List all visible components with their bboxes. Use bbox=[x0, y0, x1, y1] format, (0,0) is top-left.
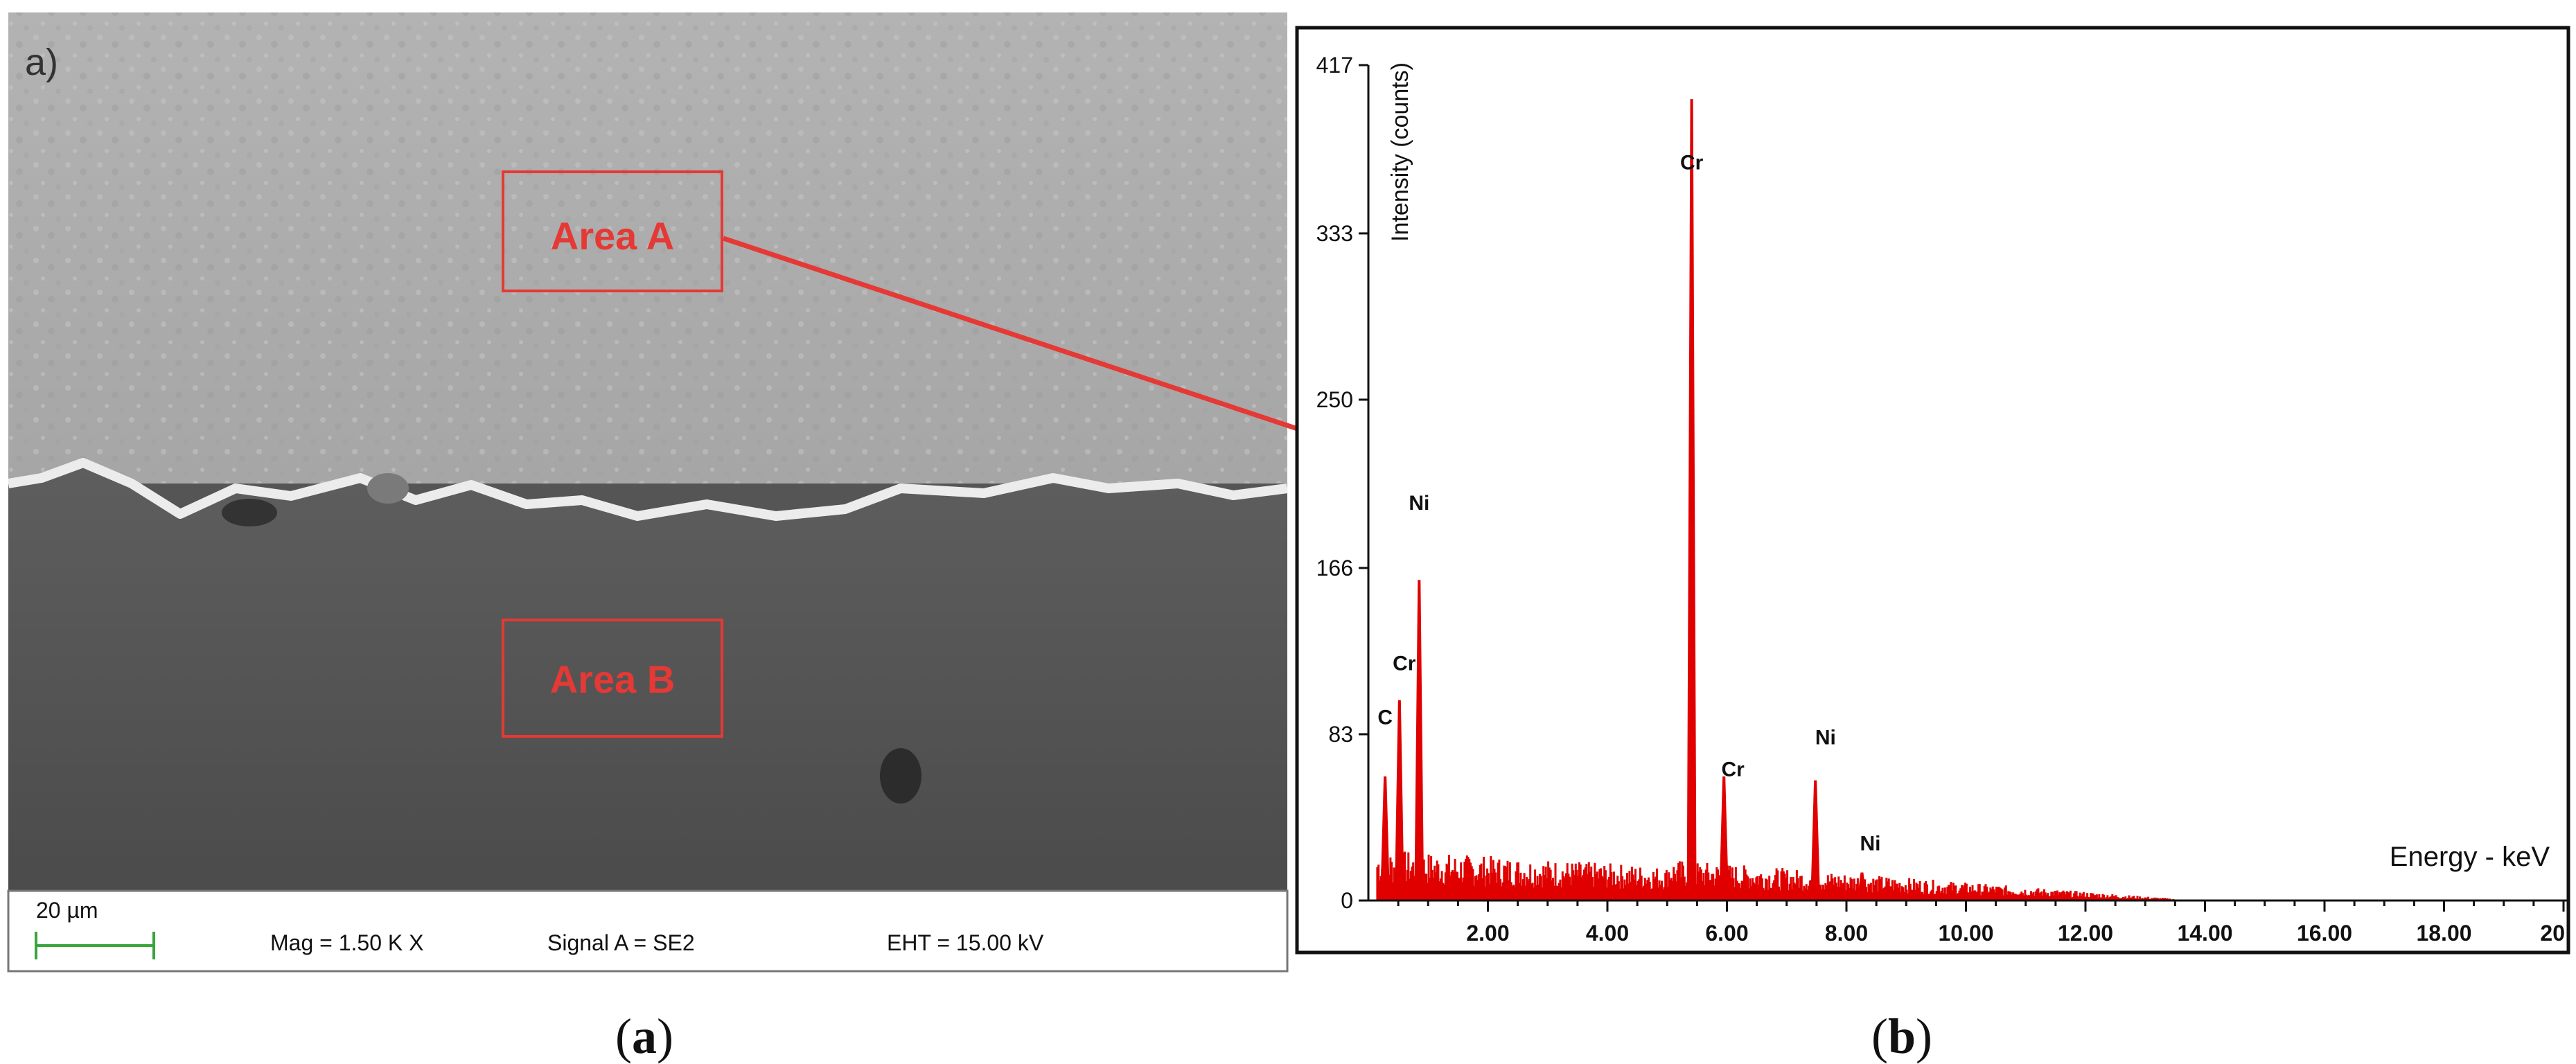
mag-readout: Mag = 1.50 K X bbox=[270, 930, 423, 955]
peak-label: Cr bbox=[1680, 151, 1704, 174]
y-tick-label: 166 bbox=[1316, 556, 1353, 580]
x-tick-label: 18.00 bbox=[2416, 921, 2471, 946]
y-tick-label: 250 bbox=[1316, 387, 1353, 412]
peak-labels: C Cr Ni Cr Cr Ni Ni bbox=[1377, 151, 1880, 855]
peak-label: Cr bbox=[1721, 759, 1745, 781]
spectrum-peak bbox=[1857, 872, 1867, 901]
y-tick-label: 333 bbox=[1316, 221, 1353, 246]
peak-label: Ni bbox=[1860, 833, 1881, 855]
x-tick-label: 16.00 bbox=[2297, 921, 2352, 946]
caption-b-letter: b bbox=[1888, 1009, 1916, 1064]
x-tick-label: 20 bbox=[2540, 921, 2565, 946]
coating-texture bbox=[8, 12, 1287, 484]
peak-label: Ni bbox=[1815, 726, 1836, 749]
substrate-region bbox=[8, 463, 1287, 891]
background-count-trace bbox=[1376, 851, 2176, 901]
scalebar-label: 20 µm bbox=[36, 898, 98, 923]
background-counts bbox=[1376, 851, 2176, 901]
x-tick-label: 12.00 bbox=[2058, 921, 2113, 946]
spectrum-peak bbox=[1380, 776, 1391, 901]
x-tick-label: 4.00 bbox=[1586, 921, 1629, 946]
pore-feature bbox=[367, 473, 409, 504]
spectrum-peak bbox=[1719, 776, 1729, 901]
panel-a-corner-label: a) bbox=[25, 42, 58, 83]
caption-b-open: ( bbox=[1871, 1009, 1888, 1064]
spectrum-peak bbox=[1686, 99, 1697, 901]
peak-label: C bbox=[1377, 706, 1393, 729]
caption-a-close: ) bbox=[657, 1009, 673, 1064]
interface-boundary bbox=[7, 458, 1288, 521]
x-tick-label: 8.00 bbox=[1825, 921, 1868, 946]
x-tick-label: 6.00 bbox=[1705, 921, 1748, 946]
y-tick-label: 417 bbox=[1316, 53, 1353, 78]
y-tick-label: 0 bbox=[1341, 888, 1353, 913]
pore-feature bbox=[222, 499, 277, 526]
spectrum-peak bbox=[1414, 580, 1424, 901]
spectrum-peak bbox=[1394, 700, 1404, 901]
pore-feature bbox=[880, 748, 921, 804]
spectrum-frame bbox=[1295, 26, 2570, 955]
area-b-box bbox=[502, 619, 723, 738]
peak-label: Ni bbox=[1409, 492, 1429, 515]
area-b-label: Area B bbox=[550, 657, 676, 701]
peak-label: Cr bbox=[1393, 652, 1416, 675]
caption-b-close: ) bbox=[1916, 1009, 1932, 1064]
caption-a: (a) bbox=[615, 1009, 673, 1064]
caption-b: (b) bbox=[1871, 1009, 1932, 1064]
x-tick-label: 14.00 bbox=[2177, 921, 2232, 946]
x-tick-label: 2.00 bbox=[1466, 921, 1509, 946]
x-tick-label: 10.00 bbox=[1938, 921, 1993, 946]
x-axis-ticks: 2.00 4.00 6.00 8.00 10.00 12.00 14.00 16.00 18.0… bbox=[1397, 901, 2565, 946]
area-a-box bbox=[502, 170, 723, 292]
spectrum-peaks bbox=[1380, 99, 1867, 901]
eds-spectrum-panel: Intensity (counts) Energy - keV CCrNiCrC… bbox=[1295, 26, 2570, 955]
spectrum-peak bbox=[1810, 780, 1821, 901]
area-a-label: Area A bbox=[551, 214, 674, 258]
caption-a-open: ( bbox=[615, 1009, 632, 1064]
caption-a-letter: a bbox=[632, 1009, 657, 1064]
x-axis-label: Energy - keV bbox=[2390, 842, 2550, 872]
sem-info-bar bbox=[7, 889, 1289, 973]
sem-image-panel: a) Area A Area B 20 µm Mag = 1.50 K X Si… bbox=[7, 12, 1289, 973]
y-axis-ticks: 0 83 166 250 333 417 bbox=[1316, 53, 1368, 913]
scalebar bbox=[35, 932, 155, 959]
y-tick-label: 83 bbox=[1328, 722, 1353, 747]
eht-readout: EHT = 15.00 kV bbox=[887, 930, 1044, 955]
signal-readout: Signal A = SE2 bbox=[547, 930, 695, 955]
y-axis-label: Intensity (counts) bbox=[1387, 62, 1413, 242]
